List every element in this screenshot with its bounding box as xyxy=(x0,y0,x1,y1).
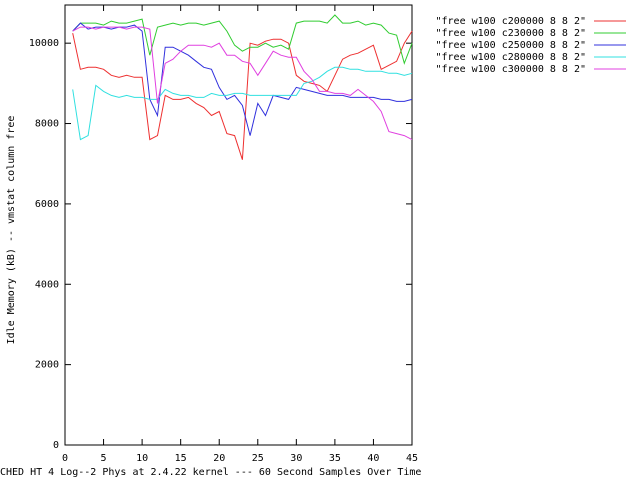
y-tick-label: 8000 xyxy=(35,119,59,130)
x-tick-label: 10 xyxy=(136,453,148,464)
x-tick-label: 25 xyxy=(252,453,264,464)
legend-label: "free w100 c230000 8 8 2" xyxy=(435,28,586,39)
series-line xyxy=(72,66,413,141)
series-line xyxy=(72,22,413,136)
legend-label: "free w100 c280000 8 8 2" xyxy=(435,52,586,63)
series-line xyxy=(72,30,413,160)
x-tick-label: 5 xyxy=(101,453,107,464)
y-axis-label: Idle Memory (kB) -- vmstat column free xyxy=(6,116,17,345)
legend-label: "free w100 c300000 8 8 2" xyxy=(435,64,586,75)
plot-frame xyxy=(64,4,413,446)
x-tick-label: 35 xyxy=(329,453,341,464)
x-tick-label: 0 xyxy=(62,453,68,464)
x-tick-label: 40 xyxy=(367,453,379,464)
x-tick-label: 15 xyxy=(175,453,187,464)
x-tick-label: 45 xyxy=(406,453,418,464)
legend-label: "free w100 c250000 8 8 2" xyxy=(435,40,586,51)
x-tick-label: 20 xyxy=(213,453,225,464)
legend-label: "free w100 c200000 8 8 2" xyxy=(435,16,586,27)
series-line xyxy=(72,14,413,65)
series-line xyxy=(72,26,413,141)
x-tick-label: 30 xyxy=(290,453,302,464)
y-tick-label: 6000 xyxy=(35,199,59,210)
y-tick-label: 4000 xyxy=(35,279,59,290)
y-tick-label: 10000 xyxy=(29,38,59,49)
y-tick-label: 0 xyxy=(53,440,59,451)
y-tick-label: 2000 xyxy=(35,360,59,371)
x-axis-label: CHED HT 4 Log--2 Phys at 2.4.22 kernel -… xyxy=(0,467,421,478)
